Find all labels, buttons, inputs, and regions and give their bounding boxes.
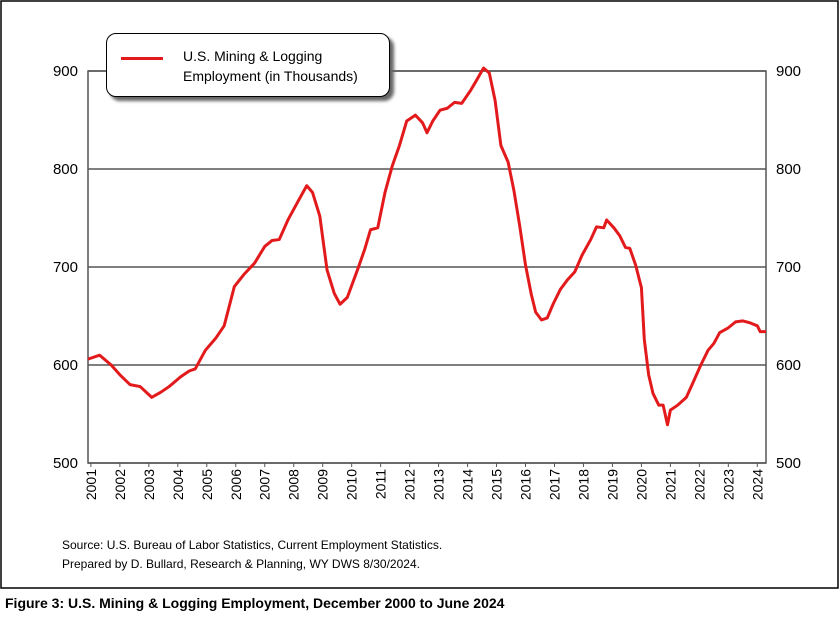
y2-tick-label: 800 [776, 161, 801, 178]
source-note: Prepared by D. Bullard, Research & Plann… [62, 557, 420, 571]
legend-swatch [121, 57, 163, 60]
x-tick-label: 2004 [170, 469, 186, 500]
x-tick-label: 2013 [431, 469, 447, 500]
y-tick-label: 800 [53, 161, 78, 178]
x-tick-label: 2001 [83, 469, 99, 500]
x-tick-label: 2011 [373, 469, 389, 499]
x-tick-label: 2015 [489, 469, 505, 500]
x-tick-label: 2020 [633, 469, 649, 500]
y-tick-label: 600 [53, 357, 78, 374]
y2-tick-label: 500 [776, 455, 801, 472]
source-note: Source: U.S. Bureau of Labor Statistics,… [62, 538, 443, 552]
x-tick-label: 2009 [315, 469, 331, 500]
y2-tick-label: 700 [776, 259, 801, 276]
x-tick-label: 2023 [720, 469, 736, 500]
x-tick-label: 2016 [518, 469, 534, 500]
legend-label: U.S. Mining & Logging Employment (in Tho… [183, 48, 358, 84]
plot-area [87, 70, 767, 464]
x-tick-label: 2018 [575, 469, 591, 500]
x-tick-label: 2003 [141, 469, 157, 500]
x-tick-label: 2006 [228, 469, 244, 500]
x-tick-label: 2010 [344, 469, 360, 500]
x-tick-label: 2008 [286, 469, 302, 500]
legend: U.S. Mining & Logging Employment (in Tho… [106, 33, 390, 97]
x-tick-label: 2019 [604, 469, 620, 500]
x-tick-label: 2005 [199, 469, 215, 500]
x-tick-label: 2012 [402, 469, 418, 500]
x-tick-label: 2022 [691, 469, 707, 500]
y2-tick-label: 900 [776, 63, 801, 80]
x-tick-label: 2024 [749, 469, 765, 500]
x-tick-label: 2014 [460, 469, 476, 500]
chart-border [0, 0, 839, 589]
x-tick-label: 2007 [257, 469, 273, 500]
y-tick-label: 700 [53, 259, 78, 276]
data-line [87, 66, 766, 427]
y-tick-label: 500 [53, 455, 78, 472]
y2-tick-label: 600 [776, 357, 801, 374]
x-tick-label: 2017 [546, 469, 562, 500]
x-tick-label: 2002 [112, 469, 128, 500]
caption: Figure 3: U.S. Mining & Logging Employme… [5, 595, 505, 611]
y-tick-label: 900 [53, 63, 78, 80]
x-tick-label: 2021 [662, 469, 678, 500]
